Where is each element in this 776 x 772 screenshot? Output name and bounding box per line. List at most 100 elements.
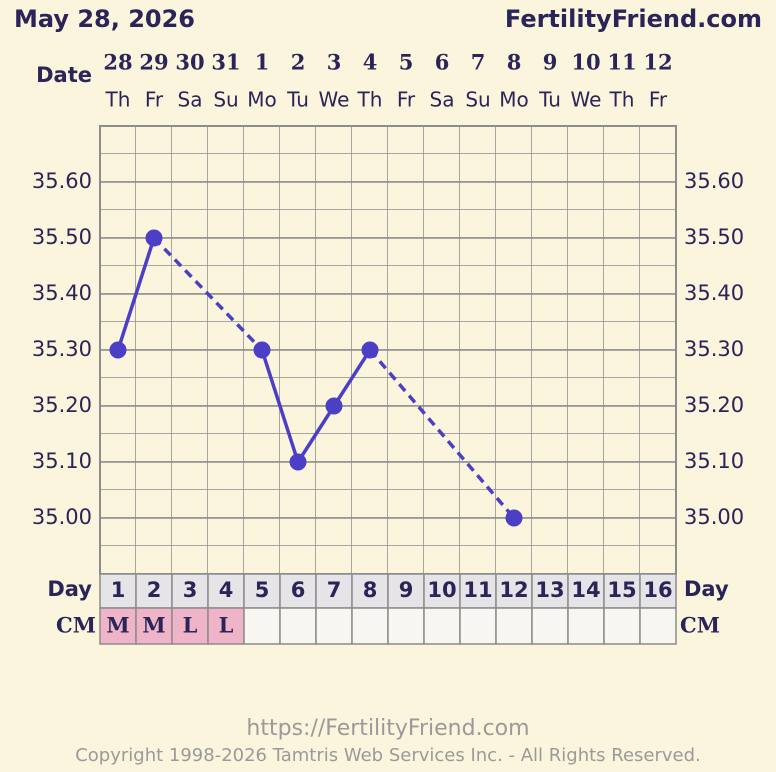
y-tick-label: 35.00	[684, 505, 744, 529]
cm-label: CM	[680, 613, 720, 638]
chart-title: May 28, 2026	[14, 5, 195, 33]
day-number: 10	[427, 578, 456, 602]
date-number: 8	[507, 50, 522, 75]
day-number: 9	[399, 578, 414, 602]
temp-point	[361, 341, 379, 359]
cm-cell	[459, 607, 497, 645]
temp-point	[289, 453, 307, 471]
day-number: 8	[363, 578, 378, 602]
temp-line	[260, 349, 300, 463]
y-tick-label: 35.50	[32, 225, 92, 249]
date-number: 4	[363, 50, 378, 75]
weekday: Th	[357, 88, 383, 112]
weekday: We	[319, 88, 350, 112]
y-tick-label: 35.40	[32, 281, 92, 305]
weekday: Tu	[538, 88, 561, 112]
weekday: Th	[609, 88, 635, 112]
date-number: 28	[103, 50, 132, 75]
temp-point	[505, 509, 523, 527]
temp-point	[253, 341, 271, 359]
day-label: Day	[47, 577, 92, 601]
weekday: Th	[105, 88, 131, 112]
date-number: 31	[211, 50, 240, 75]
cm-cell	[387, 607, 425, 645]
weekday: Mo	[247, 88, 277, 112]
day-label: Day	[684, 577, 729, 601]
cm-cell	[531, 607, 569, 645]
weekday: Sa	[178, 88, 203, 112]
copyright: Copyright 1998-2026 Tamtris Web Services…	[75, 745, 701, 766]
day-number: 15	[607, 578, 636, 602]
day-number: 6	[291, 578, 306, 602]
day-number: 11	[463, 578, 492, 602]
date-number: 7	[471, 50, 486, 75]
date-number: 5	[399, 50, 414, 75]
y-tick-label: 35.60	[684, 169, 744, 193]
cm-value: M	[142, 613, 165, 638]
weekday: Sa	[430, 88, 455, 112]
cm-cell	[243, 607, 281, 645]
date-number: 1	[255, 50, 270, 75]
cm-cell	[603, 607, 641, 645]
cm-cell	[315, 607, 353, 645]
day-cell	[459, 573, 497, 609]
day-number: 4	[219, 578, 234, 602]
day-cell	[567, 573, 605, 609]
site-name: FertilityFriend.com	[505, 5, 762, 33]
temp-line	[368, 348, 516, 520]
day-number: 2	[147, 578, 162, 602]
y-tick-label: 35.00	[32, 505, 92, 529]
date-label: Date	[36, 63, 92, 87]
temp-point	[145, 229, 163, 247]
y-tick-label: 35.50	[684, 225, 744, 249]
weekday: Fr	[649, 88, 668, 112]
cm-cell	[423, 607, 461, 645]
day-cell	[99, 573, 137, 609]
temp-line	[152, 236, 264, 352]
day-cell	[495, 573, 533, 609]
temp-line	[116, 237, 156, 351]
date-number: 11	[607, 50, 636, 75]
weekday: Tu	[286, 88, 309, 112]
cm-cell	[135, 607, 173, 645]
date-number: 29	[139, 50, 168, 75]
date-number: 2	[291, 50, 306, 75]
cm-cell	[567, 607, 605, 645]
date-number: 6	[435, 50, 450, 75]
day-number: 14	[571, 578, 600, 602]
date-number: 3	[327, 50, 342, 75]
day-number: 1	[111, 578, 126, 602]
cm-label: CM	[56, 613, 96, 638]
weekday: Su	[213, 88, 238, 112]
date-number: 9	[543, 50, 558, 75]
y-tick-label: 35.60	[32, 169, 92, 193]
y-tick-label: 35.30	[32, 337, 92, 361]
temp-point	[325, 397, 343, 415]
cm-cell	[351, 607, 389, 645]
day-number: 7	[327, 578, 342, 602]
date-number: 12	[643, 50, 672, 75]
footer-url: https://FertilityFriend.com	[246, 716, 529, 741]
y-tick-label: 35.10	[32, 449, 92, 473]
weekday: Fr	[397, 88, 416, 112]
day-cell	[279, 573, 317, 609]
temp-line	[296, 405, 336, 463]
day-number: 3	[183, 578, 198, 602]
cm-value: L	[183, 613, 198, 638]
y-tick-label: 35.30	[684, 337, 744, 361]
cm-cell	[279, 607, 317, 645]
temp-point	[109, 341, 127, 359]
y-tick-label: 35.40	[684, 281, 744, 305]
day-cell	[171, 573, 209, 609]
weekday: Fr	[145, 88, 164, 112]
day-number: 12	[499, 578, 528, 602]
y-tick-label: 35.20	[684, 393, 744, 417]
day-number: 5	[255, 578, 270, 602]
date-number: 10	[571, 50, 600, 75]
weekday: We	[571, 88, 602, 112]
cm-cell	[495, 607, 533, 645]
day-cell	[387, 573, 425, 609]
cm-value: L	[219, 613, 234, 638]
temp-line	[332, 349, 372, 407]
